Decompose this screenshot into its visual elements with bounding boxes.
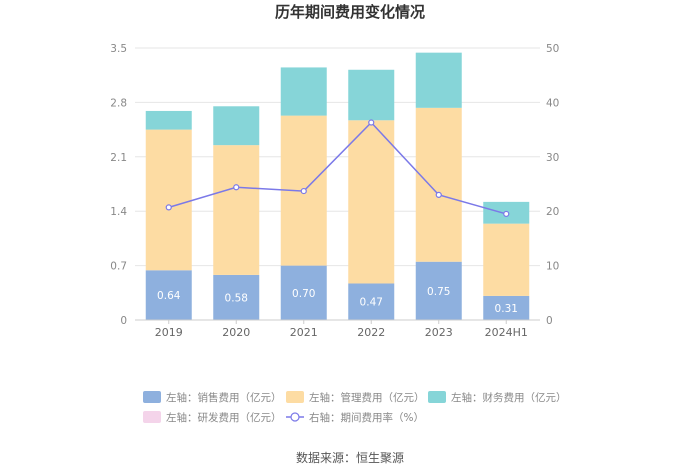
x-tick-label: 2021: [290, 326, 318, 339]
right-tick-label: 10: [546, 261, 559, 273]
x-tick-label: 2019: [155, 326, 183, 339]
bar-segment: [415, 52, 462, 108]
legend-swatch: [286, 391, 304, 403]
bar-segment: [145, 270, 192, 320]
bar-value-label: 0.31: [495, 303, 518, 315]
legend-label: 左轴：研发费用（亿元）: [166, 411, 282, 424]
legend-swatch: [143, 411, 161, 423]
legend-label: 右轴：期间费用率（%）: [309, 411, 424, 424]
legend-line-marker: [290, 412, 300, 422]
bar-segment: [213, 106, 260, 146]
left-tick-label: 3.5: [110, 43, 127, 55]
line-path: [168, 121, 507, 215]
legend-swatch: [143, 391, 161, 403]
bar-segment: [280, 265, 327, 320]
x-tick-label: 2024H1: [485, 326, 528, 339]
bar-segment: [145, 110, 192, 130]
bar-segment: [348, 283, 395, 320]
x-tick-label: 2022: [357, 326, 385, 339]
bar-value-label: 0.58: [225, 292, 248, 304]
left-axis-ticks: 0 0.7 1.4 2.1 2.8 3.5: [110, 43, 127, 327]
bar-labels: 0.64 0.58 0.70 0.47 0.75 0.31: [157, 286, 518, 315]
right-axis-ticks: 0 10 20 30 40 50: [546, 43, 559, 327]
bar-segment: [213, 145, 260, 275]
line-point: [233, 184, 240, 191]
x-tick-label: 2020: [222, 326, 250, 339]
chart-title: 历年期间费用变化情况: [275, 3, 425, 21]
bar-segment: [145, 129, 192, 271]
left-tick-label: 0: [120, 315, 127, 327]
bar-segment: [483, 295, 530, 320]
legend-label: 左轴：销售费用（亿元）: [166, 391, 282, 404]
bar-segment: [483, 223, 530, 296]
line-point: [503, 210, 510, 218]
x-axis-ticks: 2019 2020 2021 2022 2023 2024H1: [155, 320, 528, 339]
bar-value-label: 0.47: [360, 297, 383, 309]
left-tick-label: 0.7: [110, 261, 127, 273]
bar-value-label: 0.75: [427, 286, 450, 298]
bar-segment: [348, 69, 395, 121]
bar-value-label: 0.70: [292, 288, 315, 300]
legend-label: 左轴：管理费用（亿元）: [309, 391, 425, 404]
right-tick-label: 40: [546, 97, 559, 109]
right-tick-label: 20: [546, 206, 559, 218]
bar-segment: [415, 107, 462, 262]
line-point: [165, 204, 172, 211]
legend-label: 左轴：财务费用（亿元）: [451, 391, 567, 404]
right-tick-label: 0: [546, 315, 553, 327]
bar-segment: [213, 274, 260, 320]
legend[interactable]: 左轴：销售费用（亿元） 左轴：管理费用（亿元） 左轴：财务费用（亿元） 左轴：研发费用…: [143, 391, 567, 424]
x-tick-label: 2023: [425, 326, 453, 339]
bar-value-label: 0.64: [157, 290, 181, 302]
right-tick-label: 30: [546, 152, 559, 164]
line-point: [300, 187, 307, 195]
bar-segment: [415, 261, 462, 320]
line-point: [368, 119, 375, 126]
left-tick-label: 1.4: [110, 206, 127, 218]
bars: [145, 52, 530, 320]
bar-segment: [280, 67, 327, 116]
line-point: [435, 191, 442, 198]
expense-ratio-line: [165, 119, 510, 218]
left-tick-label: 2.1: [110, 152, 127, 164]
left-tick-label: 2.8: [110, 97, 127, 109]
legend-swatch: [428, 391, 446, 403]
source-note: 数据来源：恒生聚源: [296, 450, 404, 465]
bar-segment: [348, 120, 395, 284]
right-tick-label: 50: [546, 43, 559, 55]
